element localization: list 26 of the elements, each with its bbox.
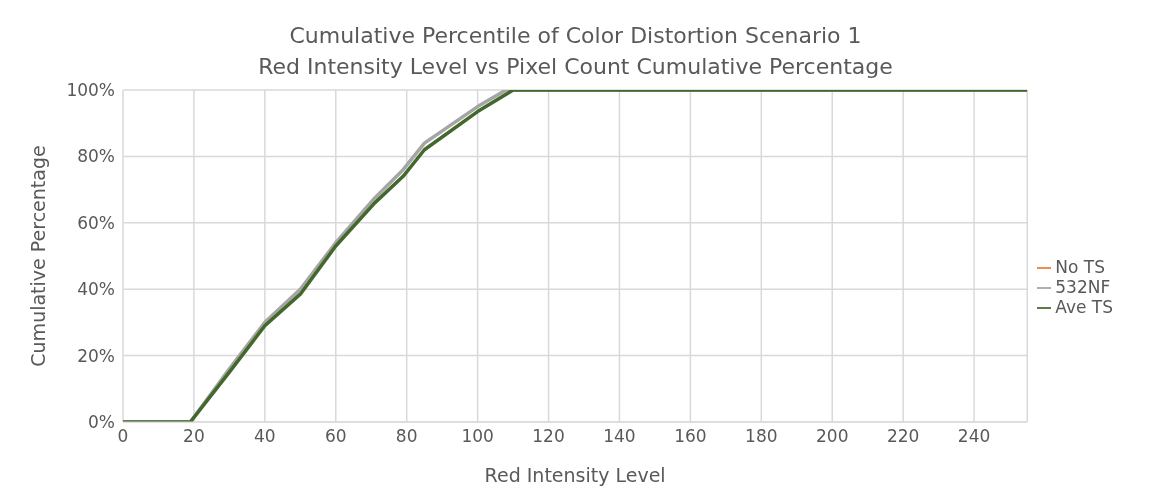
x-tick-label: 200 <box>816 426 849 447</box>
y-axis-title: Cumulative Percentage <box>26 145 49 367</box>
x-tick-label: 20 <box>183 426 205 447</box>
y-tick-label: 20% <box>77 345 115 366</box>
legend-label: No TS <box>1055 257 1105 277</box>
y-tick-label: 100% <box>66 80 115 101</box>
x-tick-label: 120 <box>532 426 565 447</box>
legend-label: Ave TS <box>1055 297 1113 317</box>
x-tick-label: 0 <box>117 426 129 447</box>
y-tick-label: 60% <box>77 212 115 233</box>
y-tick-label: 80% <box>77 146 115 167</box>
y-tick-label: 0% <box>88 412 115 433</box>
x-tick-label: 140 <box>603 426 636 447</box>
y-tick-label: 40% <box>77 279 115 300</box>
x-tick-label: 180 <box>745 426 778 447</box>
x-axis-title: Red Intensity Level <box>484 464 666 486</box>
x-tick-label: 240 <box>957 426 991 447</box>
x-tick-label: 220 <box>886 426 920 447</box>
x-tick-label: 60 <box>324 426 347 447</box>
x-tick-label: 40 <box>254 426 276 447</box>
legend-label: 532NF <box>1055 277 1111 297</box>
x-tick-label: 160 <box>674 426 707 447</box>
chart-subtitle: Red Intensity Level vs Pixel Count Cumulative Percentage <box>257 53 894 81</box>
chart-title: Cumulative Percentile of Color Distortion Scenario 1 <box>288 22 863 50</box>
x-tick-label: 100 <box>461 426 494 447</box>
x-tick-label: 80 <box>395 426 418 447</box>
